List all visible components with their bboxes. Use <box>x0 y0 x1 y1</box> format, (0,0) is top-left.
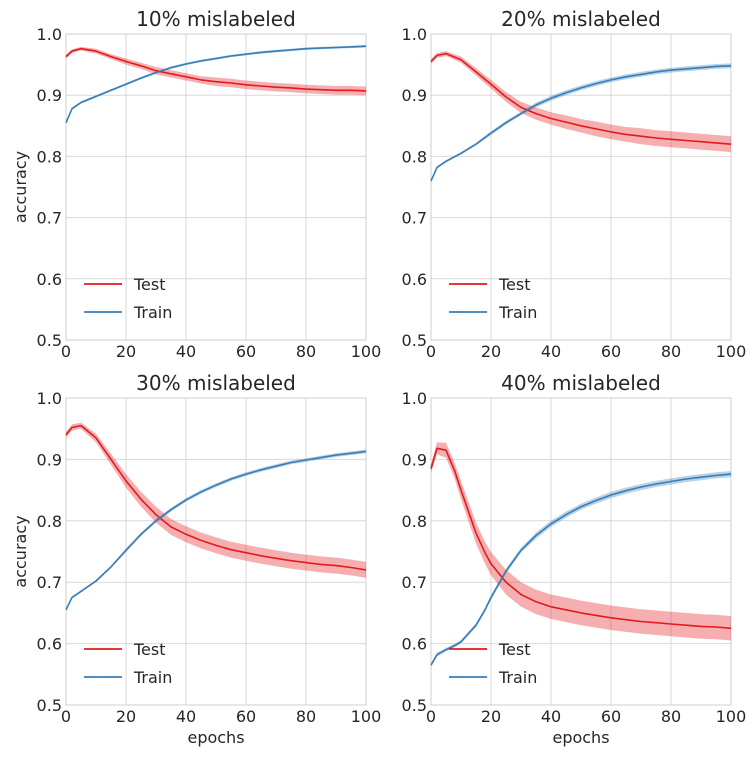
y-tick-label: 0.7 <box>402 573 427 592</box>
series-line-test <box>65 424 367 571</box>
legend: Test Train <box>84 275 172 322</box>
y-tick-label: 0.7 <box>402 209 427 228</box>
y-tick-label: 0.5 <box>37 696 62 715</box>
x-tick-label: 0 <box>426 342 436 361</box>
legend-label-train: Train <box>498 303 537 322</box>
y-tick-label: 0.9 <box>37 450 62 469</box>
y-tick-label: 0.9 <box>37 86 62 105</box>
chart-panel-2: 0.5 0.6 0.7 0.8 0.9 1.0 0 20 40 60 80 100 20% mislab… <box>402 7 747 361</box>
y-tick-label: 1.0 <box>37 25 62 44</box>
y-tick-label: 0.9 <box>402 86 427 105</box>
x-tick-label: 80 <box>661 342 681 361</box>
series-band-test <box>431 442 731 641</box>
x-tick-label: 100 <box>716 707 747 726</box>
y-tick-label: 1.0 <box>37 389 62 408</box>
x-tick-label: 20 <box>481 342 501 361</box>
y-tick-label: 1.0 <box>402 389 427 408</box>
y-tick-label: 0.6 <box>402 270 427 289</box>
panel-title: 40% mislabeled <box>501 371 661 395</box>
y-tick-label: 1.0 <box>402 25 427 44</box>
x-tick-label: 0 <box>61 342 71 361</box>
legend-label-train: Train <box>498 668 537 687</box>
x-tick-label: 40 <box>541 707 561 726</box>
y-axis-label: accuracy <box>11 515 30 587</box>
legend-label-test: Test <box>498 640 531 659</box>
legend-label-train: Train <box>133 668 172 687</box>
series-line-train <box>430 65 732 182</box>
x-axis-label: epochs <box>187 728 244 747</box>
y-tick-label: 0.6 <box>37 635 62 654</box>
series-band-train <box>66 449 366 612</box>
x-tick-label: 100 <box>716 342 747 361</box>
y-tick-label: 0.5 <box>37 331 62 350</box>
series-band-test <box>431 51 731 153</box>
y-tick-label: 0.8 <box>37 147 62 166</box>
series-band-train <box>431 471 731 667</box>
panel-title: 10% mislabeled <box>136 7 296 31</box>
legend-label-test: Test <box>498 275 531 294</box>
x-tick-label: 0 <box>426 707 436 726</box>
x-tick-label: 0 <box>61 707 71 726</box>
legend: Test Train <box>449 640 537 687</box>
series-line-train <box>65 450 367 611</box>
x-tick-label: 100 <box>351 707 382 726</box>
y-tick-label: 0.7 <box>37 573 62 592</box>
plot-frame <box>430 33 732 341</box>
series-line-train <box>65 45 367 124</box>
panel-title: 20% mislabeled <box>501 7 661 31</box>
legend-label-train: Train <box>133 303 172 322</box>
x-tick-label: 60 <box>601 707 621 726</box>
legend: Test Train <box>449 275 537 322</box>
x-tick-label: 60 <box>236 342 256 361</box>
series-band-test <box>66 422 366 578</box>
series-line-test <box>65 47 367 92</box>
plot-frame <box>430 397 732 706</box>
plot-frame <box>65 397 367 706</box>
series-line-test <box>430 447 732 630</box>
legend-label-test: Test <box>133 640 166 659</box>
x-tick-label: 60 <box>601 342 621 361</box>
y-tick-label: 0.5 <box>402 331 427 350</box>
chart-panel-4: 0.5 0.6 0.7 0.8 0.9 1.0 0 20 40 60 80 100 40% mislab… <box>402 371 747 747</box>
x-tick-label: 20 <box>116 342 136 361</box>
x-tick-label: 60 <box>236 707 256 726</box>
x-tick-label: 80 <box>296 342 316 361</box>
x-tick-label: 20 <box>116 707 136 726</box>
series-line-train <box>430 473 732 666</box>
series-line-test <box>430 52 732 145</box>
y-tick-label: 0.8 <box>37 512 62 531</box>
legend: Test Train <box>84 640 172 687</box>
series-band-test <box>66 46 366 96</box>
x-tick-label: 40 <box>176 342 196 361</box>
x-tick-label: 100 <box>351 342 382 361</box>
panel-title: 30% mislabeled <box>136 371 296 395</box>
x-tick-label: 40 <box>541 342 561 361</box>
y-tick-label: 0.5 <box>402 696 427 715</box>
chart-panel-1: 0.5 0.6 0.7 0.8 0.9 1.0 0 20 40 60 80 100 10% mislab… <box>11 7 381 361</box>
x-axis-label: epochs <box>552 728 609 747</box>
x-tick-label: 20 <box>481 707 501 726</box>
x-tick-label: 80 <box>661 707 681 726</box>
y-tick-label: 0.8 <box>402 147 427 166</box>
chart-panel-3: 0.5 0.6 0.7 0.8 0.9 1.0 0 20 40 60 80 100 30% mislab… <box>11 371 381 747</box>
legend-label-test: Test <box>133 275 166 294</box>
y-tick-label: 0.6 <box>37 270 62 289</box>
plot-frame <box>65 33 367 341</box>
y-tick-label: 0.6 <box>402 635 427 654</box>
x-tick-label: 40 <box>176 707 196 726</box>
y-axis-label: accuracy <box>11 151 30 223</box>
y-tick-label: 0.7 <box>37 209 62 228</box>
y-tick-label: 0.9 <box>402 450 427 469</box>
x-tick-label: 80 <box>296 707 316 726</box>
y-tick-label: 0.8 <box>402 512 427 531</box>
